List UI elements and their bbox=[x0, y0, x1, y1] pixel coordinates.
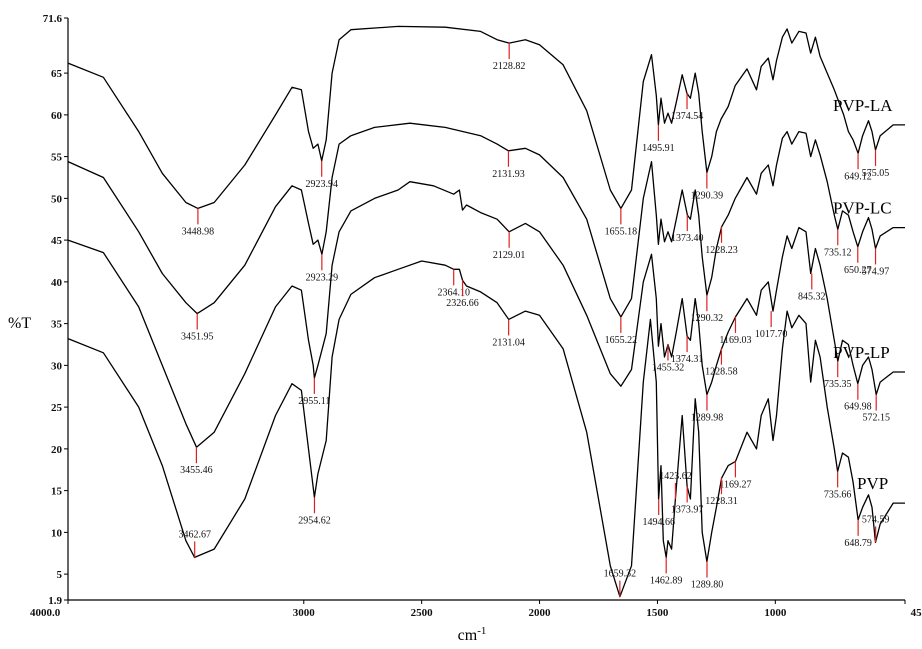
peak-label: 1017.70 bbox=[755, 329, 788, 340]
peak-label: 3448.98 bbox=[182, 226, 215, 237]
peak-label: 2128.82 bbox=[493, 61, 526, 72]
y-tick-label: 71.6 bbox=[43, 13, 63, 25]
y-tick-label: 1.9 bbox=[48, 595, 62, 607]
peak-label: 2131.04 bbox=[492, 337, 525, 348]
peak-label: 1169.27 bbox=[719, 479, 751, 490]
x-tick-label: 4000.0 bbox=[30, 607, 61, 619]
peak-label: 648.79 bbox=[844, 538, 872, 549]
peak-label: 1495.91 bbox=[642, 143, 675, 154]
y-tick-label: 15 bbox=[51, 486, 63, 498]
x-axis-title-exponent: -1 bbox=[477, 625, 486, 637]
peak-annotations: 2128.82 1495.91 1374.54 2923.94 1290.39 649.1… bbox=[178, 43, 890, 597]
x-tick-label: 1500 bbox=[646, 607, 669, 619]
peak-label: 735.12 bbox=[824, 247, 852, 258]
peak-label: 1290.39 bbox=[691, 190, 724, 201]
peak-label: 1228.31 bbox=[705, 496, 738, 507]
y-tick-label: 65 bbox=[51, 68, 63, 80]
peak-label: 1289.98 bbox=[691, 413, 724, 424]
y-axis-ticks: 71.6 65 60 55 50 45 40 35 30 25 20 15 10 5 1.9 bbox=[43, 13, 68, 607]
y-tick-label: 30 bbox=[51, 360, 63, 372]
peak-label: 575.05 bbox=[862, 168, 890, 179]
peak-label: 1373.40 bbox=[671, 233, 704, 244]
y-axis-title: %T bbox=[8, 315, 31, 332]
y-tick-label: 40 bbox=[51, 277, 63, 289]
peak-label: 1169.03 bbox=[719, 335, 751, 346]
x-tick-label: 3000 bbox=[293, 607, 316, 619]
y-tick-label: 60 bbox=[51, 110, 63, 122]
peak-label: 1228.58 bbox=[705, 367, 738, 378]
peak-label: 1228.23 bbox=[705, 245, 738, 256]
peak-label: 2326.66 bbox=[446, 298, 479, 309]
peak-label: 1455.32 bbox=[652, 362, 685, 373]
series-label-pvp: PVP bbox=[857, 474, 888, 493]
y-tick-label: 10 bbox=[51, 527, 63, 539]
peak-label: 574.59 bbox=[862, 514, 890, 525]
x-axis-title: cm-1 bbox=[458, 625, 487, 644]
peak-label: 3462.67 bbox=[178, 529, 211, 540]
peak-label: 2364.10 bbox=[437, 287, 470, 298]
peak-label: 1659.32 bbox=[604, 569, 637, 580]
x-tick-label: 450.0 bbox=[911, 607, 922, 619]
peak-label: 1374.54 bbox=[671, 111, 704, 122]
peak-label: 3455.46 bbox=[180, 465, 213, 476]
peak-label: 2923.29 bbox=[306, 272, 339, 283]
peak-label: 2131.93 bbox=[492, 169, 525, 180]
peak-label: 1373.97 bbox=[671, 504, 704, 515]
peak-label: 650.27 bbox=[844, 265, 872, 276]
x-tick-label: 2500 bbox=[411, 607, 434, 619]
y-tick-label: 45 bbox=[51, 235, 63, 247]
y-tick-label: 55 bbox=[51, 152, 63, 164]
peak-label: 649.98 bbox=[844, 402, 872, 413]
peak-label: 1289.80 bbox=[691, 580, 724, 591]
peak-label: 2923.94 bbox=[305, 179, 338, 190]
peak-label: 574.97 bbox=[862, 266, 890, 277]
peak-label: 2954.62 bbox=[298, 515, 331, 526]
peak-label: 649.12 bbox=[844, 171, 872, 182]
peak-label: 735.35 bbox=[824, 379, 852, 390]
peak-label: 735.66 bbox=[824, 489, 852, 500]
y-tick-label: 20 bbox=[51, 444, 63, 456]
peak-label: 1655.18 bbox=[605, 226, 638, 237]
peak-label: 845.32 bbox=[798, 292, 826, 303]
x-axis-ticks: 4000.0 3000 2500 2000 1500 1000 450.0 bbox=[30, 600, 922, 619]
peak-label: 572.15 bbox=[862, 413, 890, 424]
y-tick-label: 25 bbox=[51, 402, 63, 414]
series-label-pvp-lc: PVP-LC bbox=[833, 199, 892, 218]
series-labels: PVP-LA PVP-LC PVP-LP PVP bbox=[833, 96, 893, 493]
y-tick-label: 5 bbox=[57, 569, 63, 581]
peak-label: 1462.89 bbox=[650, 575, 683, 586]
x-axis-title-unit: cm bbox=[458, 627, 478, 644]
peak-label: 1374.31 bbox=[671, 354, 704, 365]
peak-label: 2955.11 bbox=[298, 396, 330, 407]
x-tick-label: 2000 bbox=[529, 607, 552, 619]
peak-label: 1494.66 bbox=[642, 517, 675, 528]
peak-label: 2129.01 bbox=[493, 250, 526, 261]
peak-label: 3451.95 bbox=[181, 332, 214, 343]
y-tick-label: 50 bbox=[51, 193, 63, 205]
series-label-pvp-lp: PVP-LP bbox=[833, 343, 890, 362]
series-line-pvp-la bbox=[67, 25, 905, 210]
series-line-pvp-lp bbox=[67, 181, 905, 448]
peak-label: 1655.22 bbox=[605, 335, 638, 346]
spectra bbox=[67, 25, 905, 598]
peak-label: 1290.32 bbox=[691, 313, 724, 324]
series-label-pvp-la: PVP-LA bbox=[833, 96, 893, 115]
y-tick-label: 35 bbox=[51, 319, 63, 331]
series-line-pvp-lc bbox=[67, 122, 905, 318]
peak-label: 1423.62 bbox=[659, 471, 692, 482]
series-line-pvp bbox=[67, 260, 905, 598]
x-tick-label: 1000 bbox=[764, 607, 787, 619]
